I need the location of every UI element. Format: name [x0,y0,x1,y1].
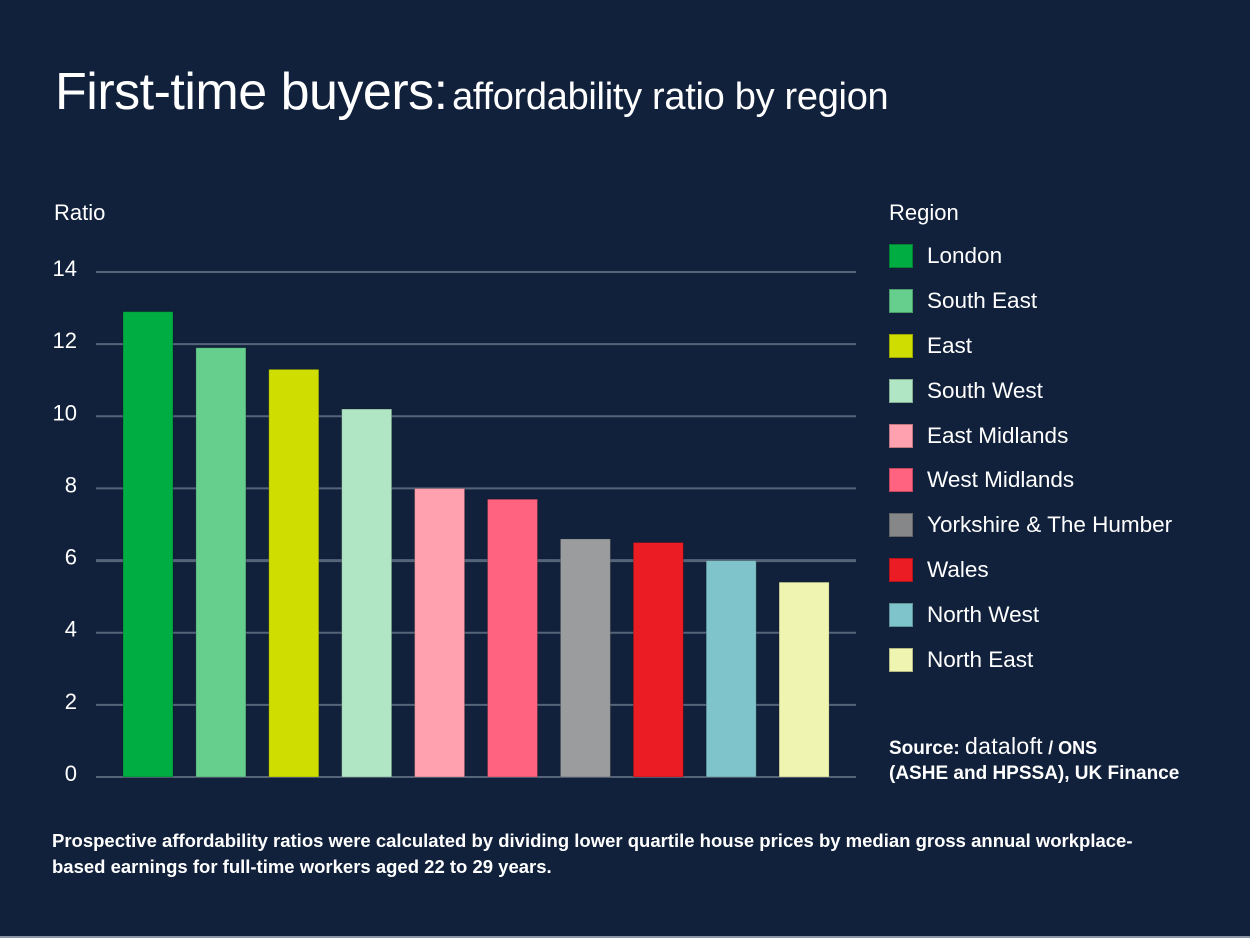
legend-label: South East [927,288,1038,314]
legend-label: North West [927,601,1040,627]
chart-title-main: First-time buyers: [55,63,448,121]
bar-south-east [195,347,247,778]
legend-item: East Midlands [889,413,1172,458]
legend-swatch [889,423,913,448]
legend-label: Wales [927,556,989,582]
y-axis-label: Ratio [54,200,106,225]
legend-label: East [927,332,973,358]
y-tick-label: 4 [65,617,77,642]
legend-label: London [927,243,1003,269]
legend-swatch [889,647,913,672]
y-tick-label: 0 [65,761,77,786]
bottom-border [0,936,1250,938]
legend-item: East [889,324,1172,369]
source-line2: (ASHE and HPSSA), UK Finance [889,763,1180,784]
legend-swatch [889,513,913,538]
bar-wales [632,542,684,778]
y-tick-label: 10 [53,400,77,425]
legend-swatch [889,333,913,358]
dataloft-logo: dataloft [965,733,1043,759]
legend-swatch [889,468,913,493]
y-tick-label: 6 [65,545,77,570]
legend-swatch [889,289,913,314]
legend-item: South West [889,368,1172,413]
y-tick-label: 8 [65,472,77,497]
bar-west-midlands [487,498,538,778]
legend-items: London South East East South West East Midla… [889,234,1172,682]
legend: Region London South East East South West Eas… [889,200,1172,682]
bar-yorkshire-the-humber [559,538,611,778]
legend-item: North East [889,637,1172,682]
legend-item: London [889,234,1172,279]
legend-swatch [889,602,913,627]
legend-item: West Midlands [889,458,1172,503]
legend-swatch [889,557,913,582]
source-suffix: / ONS [1048,738,1098,758]
bar-east [268,368,320,778]
source-prefix: Source: [889,738,960,759]
legend-item: Wales [889,548,1172,593]
legend-label: South West [927,377,1043,403]
y-tick-label: 14 [53,256,77,281]
y-tick-label: 12 [53,328,77,353]
legend-title: Region [889,200,959,225]
legend-label: North East [927,646,1034,672]
y-tick-labels: 0 2 4 6 8 10 12 14 [53,256,77,786]
legend-swatch [889,378,913,403]
legend-item: South East [889,279,1172,324]
legend-label: Yorkshire & The Humber [927,512,1173,538]
legend-item: North West [889,592,1172,637]
bars [122,311,830,778]
legend-label: East Midlands [927,422,1069,448]
bar-north-west [705,560,757,778]
source-note: Source: dataloft / ONS (ASHE and HPSSA),… [889,734,1179,786]
bar-south-west [341,408,393,778]
legend-item: Yorkshire & The Humber [889,503,1172,548]
bar-london [122,311,174,778]
bar-north-east [778,581,830,778]
bar-east-midlands [414,487,466,778]
y-tick-label: 2 [65,689,77,714]
chart-title: First-time buyers: affordability ratio b… [55,63,889,121]
footnote: Prospective affordability ratios were ca… [52,830,1133,877]
legend-swatch [889,244,913,269]
chart-title-sub: affordability ratio by region [452,76,889,118]
legend-label: West Midlands [927,467,1075,493]
